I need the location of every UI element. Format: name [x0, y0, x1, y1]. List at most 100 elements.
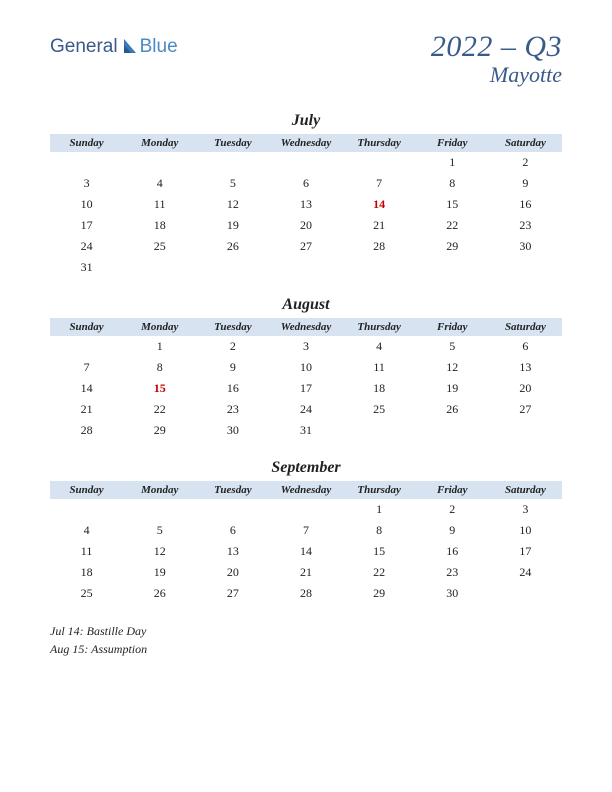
calendar-cell: 22 — [416, 215, 489, 236]
calendar-cell: 2 — [489, 152, 562, 173]
calendar-cell: 10 — [50, 194, 123, 215]
calendar-cell: 11 — [50, 541, 123, 562]
calendar-cell: 5 — [196, 173, 269, 194]
calendar-cell: 25 — [123, 236, 196, 257]
calendar-cell: 24 — [269, 399, 342, 420]
calendar-table: SundayMondayTuesdayWednesdayThursdayFrid… — [50, 481, 562, 604]
calendar-cell: 21 — [50, 399, 123, 420]
calendar-cell: 4 — [50, 520, 123, 541]
calendar-cell: 2 — [196, 336, 269, 357]
calendar-cell: 3 — [269, 336, 342, 357]
calendar-cell: 29 — [343, 583, 416, 604]
calendar-cell: 1 — [343, 499, 416, 520]
weekday-header: Thursday — [343, 481, 416, 499]
calendar-cell — [50, 336, 123, 357]
calendar-cell: 28 — [343, 236, 416, 257]
weekday-header: Friday — [416, 481, 489, 499]
title-block: 2022 – Q3 Mayotte — [431, 30, 562, 88]
month-block: JulySundayMondayTuesdayWednesdayThursday… — [50, 112, 562, 278]
calendar-cell: 16 — [416, 541, 489, 562]
calendar-cell — [343, 257, 416, 278]
calendar-cell: 11 — [343, 357, 416, 378]
calendar-row: 18192021222324 — [50, 562, 562, 583]
calendar-cell: 26 — [196, 236, 269, 257]
calendar-cell: 28 — [269, 583, 342, 604]
months-container: JulySundayMondayTuesdayWednesdayThursday… — [50, 112, 562, 604]
weekday-header: Monday — [123, 481, 196, 499]
calendar-cell: 10 — [489, 520, 562, 541]
calendar-cell: 6 — [269, 173, 342, 194]
calendar-cell: 18 — [343, 378, 416, 399]
weekday-header: Wednesday — [269, 134, 342, 152]
weekday-header: Saturday — [489, 318, 562, 336]
calendar-cell: 20 — [489, 378, 562, 399]
calendar-cell: 9 — [196, 357, 269, 378]
calendar-cell: 5 — [416, 336, 489, 357]
calendar-cell: 13 — [269, 194, 342, 215]
holiday-note: Aug 15: Assumption — [50, 640, 562, 658]
calendar-cell: 2 — [416, 499, 489, 520]
calendar-cell — [416, 420, 489, 441]
calendar-row: 11121314151617 — [50, 541, 562, 562]
calendar-cell: 4 — [343, 336, 416, 357]
calendar-cell — [123, 499, 196, 520]
calendar-cell: 7 — [50, 357, 123, 378]
weekday-header: Friday — [416, 134, 489, 152]
calendar-cell: 19 — [416, 378, 489, 399]
calendar-cell — [489, 583, 562, 604]
region-title: Mayotte — [431, 62, 562, 88]
calendar-cell: 27 — [196, 583, 269, 604]
calendar-cell: 23 — [489, 215, 562, 236]
weekday-header: Wednesday — [269, 318, 342, 336]
calendar-cell: 7 — [269, 520, 342, 541]
calendar-row: 14151617181920 — [50, 378, 562, 399]
calendar-row: 3456789 — [50, 173, 562, 194]
calendar-cell: 16 — [196, 378, 269, 399]
calendar-cell — [123, 152, 196, 173]
weekday-header: Thursday — [343, 134, 416, 152]
calendar-cell: 17 — [489, 541, 562, 562]
weekday-header: Tuesday — [196, 134, 269, 152]
calendar-cell: 6 — [196, 520, 269, 541]
calendar-cell — [489, 257, 562, 278]
weekday-header: Friday — [416, 318, 489, 336]
calendar-cell: 12 — [196, 194, 269, 215]
calendar-cell: 28 — [50, 420, 123, 441]
calendar-row: 78910111213 — [50, 357, 562, 378]
calendar-cell: 1 — [123, 336, 196, 357]
calendar-cell: 22 — [123, 399, 196, 420]
calendar-cell: 23 — [416, 562, 489, 583]
calendar-cell: 11 — [123, 194, 196, 215]
calendar-row: 45678910 — [50, 520, 562, 541]
month-name: September — [50, 459, 562, 477]
quarter-title: 2022 – Q3 — [431, 30, 562, 64]
calendar-cell — [489, 420, 562, 441]
weekday-header: Monday — [123, 134, 196, 152]
weekday-header: Sunday — [50, 481, 123, 499]
weekday-header: Saturday — [489, 481, 562, 499]
calendar-cell — [50, 152, 123, 173]
month-name: July — [50, 112, 562, 130]
calendar-cell: 12 — [123, 541, 196, 562]
weekday-header: Sunday — [50, 318, 123, 336]
calendar-cell — [196, 152, 269, 173]
calendar-row: 123456 — [50, 336, 562, 357]
month-block: AugustSundayMondayTuesdayWednesdayThursd… — [50, 296, 562, 441]
calendar-cell — [416, 257, 489, 278]
calendar-cell: 29 — [416, 236, 489, 257]
calendar-cell: 20 — [269, 215, 342, 236]
calendar-row: 12 — [50, 152, 562, 173]
calendar-row: 28293031 — [50, 420, 562, 441]
calendar-cell: 14 — [269, 541, 342, 562]
calendar-cell: 9 — [416, 520, 489, 541]
calendar-cell: 27 — [269, 236, 342, 257]
calendar-cell — [343, 152, 416, 173]
calendar-cell: 20 — [196, 562, 269, 583]
calendar-row: 24252627282930 — [50, 236, 562, 257]
calendar-cell — [269, 499, 342, 520]
calendar-cell: 24 — [489, 562, 562, 583]
calendar-cell: 9 — [489, 173, 562, 194]
calendar-cell: 23 — [196, 399, 269, 420]
weekday-header: Thursday — [343, 318, 416, 336]
calendar-cell: 6 — [489, 336, 562, 357]
